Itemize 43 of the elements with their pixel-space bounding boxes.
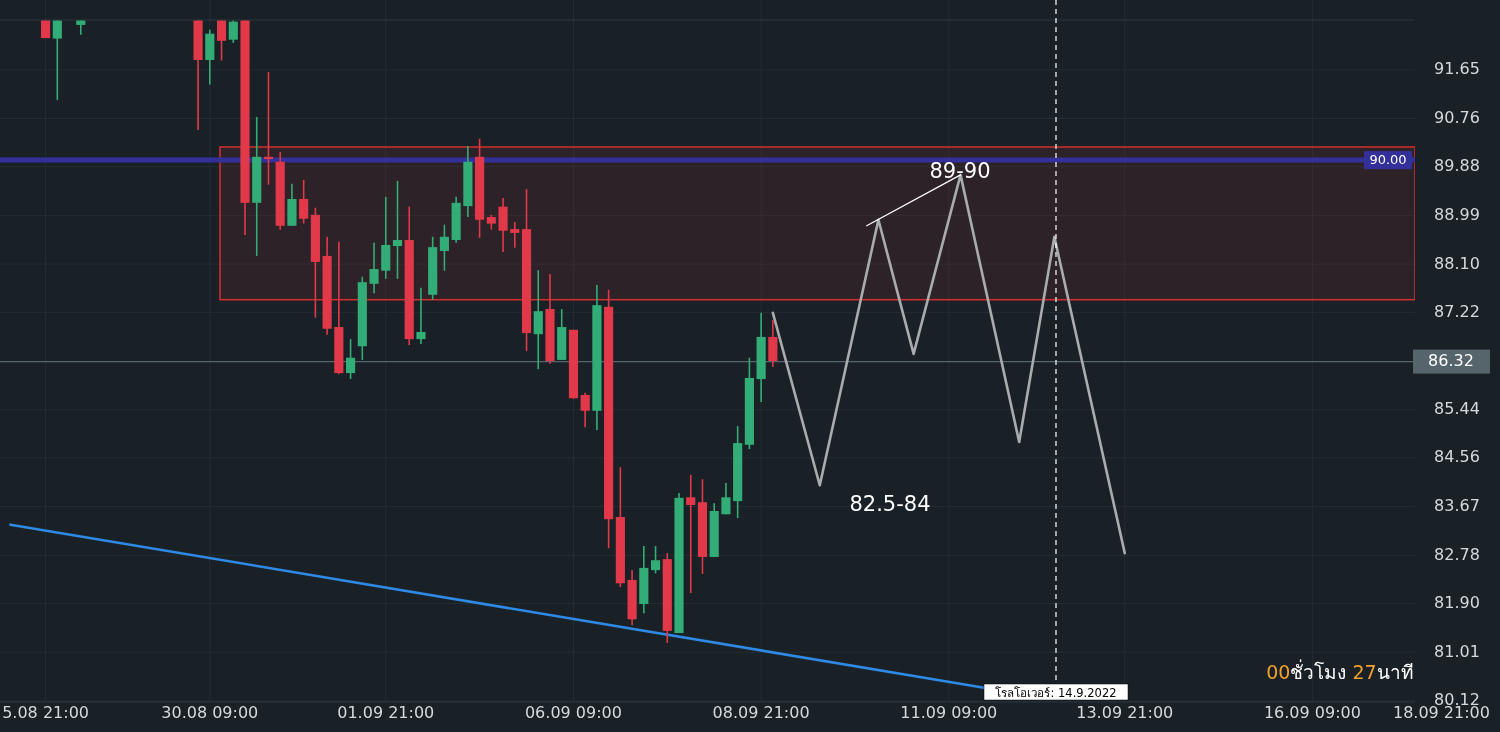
- x-tick-label: 30.08 09:00: [161, 702, 259, 722]
- y-tick-label: 90.76: [1434, 108, 1480, 128]
- annotation: 00ชั่วโมง 27นาที: [1266, 658, 1414, 683]
- y-tick-label: 91.65: [1434, 59, 1480, 79]
- ref-line-label: 90.00: [1369, 151, 1407, 167]
- y-tick-label: 82.78: [1434, 544, 1480, 564]
- x-tick-label: 08.09 21:00: [712, 702, 810, 722]
- y-tick-label: 83.67: [1434, 496, 1480, 516]
- x-tick-label: 11.09 09:00: [900, 702, 998, 722]
- candlestick: [263, 71, 274, 186]
- candlestick: [416, 286, 426, 345]
- candlestick: [369, 241, 379, 294]
- candlestick: [346, 338, 356, 380]
- annotation: 89-90: [929, 159, 991, 183]
- candlestick: [439, 223, 449, 272]
- y-tick-label: 85.44: [1434, 399, 1480, 419]
- candlestick: [216, 20, 227, 62]
- candlestick: [52, 20, 62, 101]
- candlestick: [228, 20, 238, 44]
- y-tick-label: 81.01: [1434, 641, 1480, 661]
- candlestick: [686, 474, 696, 594]
- candlestick: [392, 180, 403, 280]
- candlestick: [299, 179, 309, 225]
- y-tick-label: 89.88: [1434, 156, 1480, 176]
- candlestick: [650, 545, 661, 575]
- x-tick-label: 06.09 09:00: [524, 702, 622, 722]
- candlestick: [721, 482, 731, 516]
- y-tick-label: 88.99: [1434, 204, 1480, 224]
- x-tick-label: 13.09 21:00: [1076, 702, 1174, 722]
- y-tick-label: 87.22: [1434, 301, 1480, 321]
- y-tick-label: 88.10: [1434, 253, 1480, 273]
- x-tick-label: 5.08 21:00: [2, 702, 89, 722]
- annotation: โรลโอเวอร์: 14.9.2022: [995, 685, 1117, 699]
- annotation: 82.5-84: [849, 492, 931, 516]
- candlestick: [510, 221, 520, 249]
- x-tick-label: 16.09 09:00: [1263, 702, 1361, 722]
- ref-line-label: 86.32: [1428, 351, 1474, 371]
- candlestick: [76, 20, 86, 36]
- y-tick-label: 81.90: [1434, 592, 1480, 612]
- candlestick: [580, 391, 590, 429]
- candlestick: [533, 269, 543, 371]
- y-tick-label: 84.56: [1434, 447, 1480, 467]
- x-tick-label: 01.09 21:00: [337, 702, 435, 722]
